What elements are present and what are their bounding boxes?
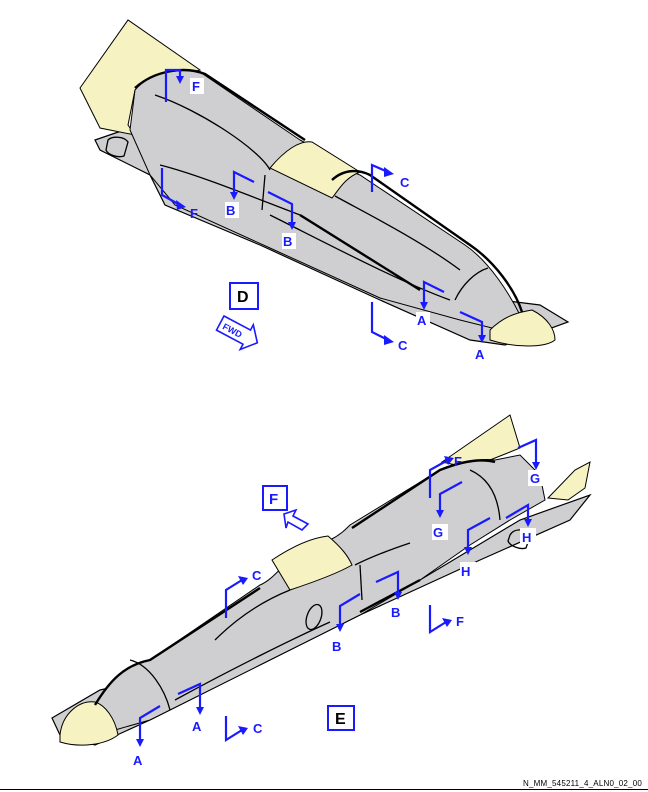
cut-label: F bbox=[456, 614, 464, 629]
lower-cut-B-left: B bbox=[331, 593, 361, 654]
cut-label: C bbox=[253, 721, 263, 736]
cut-label: C bbox=[400, 175, 410, 190]
upper-seam-3 bbox=[261, 174, 266, 211]
lower-cut-F-top: F bbox=[428, 454, 462, 498]
lower-low-edge bbox=[359, 578, 421, 614]
upper-cut-B-left: B bbox=[225, 170, 255, 218]
fwd-arrow: FWD bbox=[215, 314, 259, 352]
upper-cut-C-bottom: C bbox=[370, 302, 408, 353]
lower-cut-G-left: G bbox=[432, 481, 463, 540]
cut-label: A bbox=[133, 753, 143, 768]
bottom-rule bbox=[0, 789, 648, 790]
svg-text:F: F bbox=[269, 491, 278, 508]
upper-cut-F-side: F bbox=[160, 168, 198, 221]
lower-access-cutout bbox=[507, 529, 531, 550]
lower-cut-A-right: A bbox=[177, 682, 205, 734]
lower-cut-A-left: A bbox=[132, 705, 161, 768]
upper-cut-C-top: C bbox=[370, 163, 410, 192]
lower-cut-H-left: H bbox=[460, 517, 491, 579]
lower-tail-fairing bbox=[546, 461, 591, 501]
cut-label: H bbox=[522, 530, 531, 545]
lower-seam-1 bbox=[129, 659, 171, 711]
lower-cut-F-bottom: F bbox=[428, 605, 464, 634]
cut-label: F bbox=[190, 206, 198, 221]
cut-label: A bbox=[192, 719, 202, 734]
upper-lower-edge bbox=[299, 213, 421, 292]
lower-cut-H-right: H bbox=[505, 503, 536, 545]
lower-canopy bbox=[271, 535, 353, 591]
cut-label: B bbox=[391, 605, 400, 620]
cut-label: A bbox=[475, 347, 485, 362]
svg-text:E: E bbox=[335, 711, 346, 728]
cut-label: B bbox=[332, 639, 341, 654]
upper-seam-6 bbox=[454, 267, 489, 301]
upper-cut-F-top: F bbox=[164, 68, 204, 102]
view-label-E: E bbox=[327, 705, 355, 731]
upper-cut-A-left: A bbox=[416, 280, 445, 328]
upper-view: F F B B C C bbox=[79, 19, 570, 362]
lower-seam-6 bbox=[469, 469, 501, 521]
lower-seam-2 bbox=[174, 621, 331, 701]
lower-seam-3 bbox=[214, 589, 291, 641]
cut-label: G bbox=[433, 525, 443, 540]
view-label-D: D bbox=[229, 282, 259, 310]
view-F-pointer-icon bbox=[283, 508, 310, 531]
lower-window bbox=[305, 603, 323, 631]
drawing-code: N_MM_545211_4_ALN0_02_00 bbox=[523, 779, 642, 788]
cut-label: C bbox=[398, 338, 408, 353]
upper-top-edge-2 bbox=[331, 169, 524, 313]
lower-seam-5 bbox=[359, 564, 363, 601]
upper-seam-4 bbox=[334, 195, 461, 271]
cut-label: H bbox=[461, 564, 470, 579]
view-label-F: F bbox=[262, 485, 310, 531]
lower-nose-cap bbox=[59, 701, 119, 746]
lower-cut-B-right: B bbox=[375, 570, 404, 620]
upper-cut-B-right: B bbox=[267, 191, 296, 249]
lower-top-edge-1 bbox=[93, 586, 261, 706]
upper-access-cutout bbox=[105, 136, 129, 158]
lower-cut-C-top: C bbox=[224, 568, 262, 618]
lower-seam-4 bbox=[354, 542, 411, 566]
upper-seam-2 bbox=[159, 164, 301, 216]
cut-label: F bbox=[192, 79, 200, 94]
upper-seam-1 bbox=[154, 94, 271, 171]
cut-label: B bbox=[226, 203, 235, 218]
cut-label: A bbox=[417, 313, 427, 328]
svg-text:D: D bbox=[237, 289, 249, 306]
cut-label: C bbox=[252, 568, 262, 583]
lower-cut-G-right: G bbox=[517, 438, 544, 486]
lower-top-edge-2 bbox=[351, 459, 496, 530]
cut-label: B bbox=[283, 234, 292, 249]
lower-cut-C-bottom: C bbox=[224, 716, 263, 742]
upper-nose-cap bbox=[489, 309, 556, 347]
cut-label: G bbox=[530, 471, 540, 486]
lower-view: F G G H H C bbox=[51, 414, 592, 768]
lower-fuselage-skin bbox=[94, 454, 546, 731]
upper-cut-A-right: A bbox=[459, 310, 488, 362]
cut-label: F bbox=[454, 454, 462, 469]
